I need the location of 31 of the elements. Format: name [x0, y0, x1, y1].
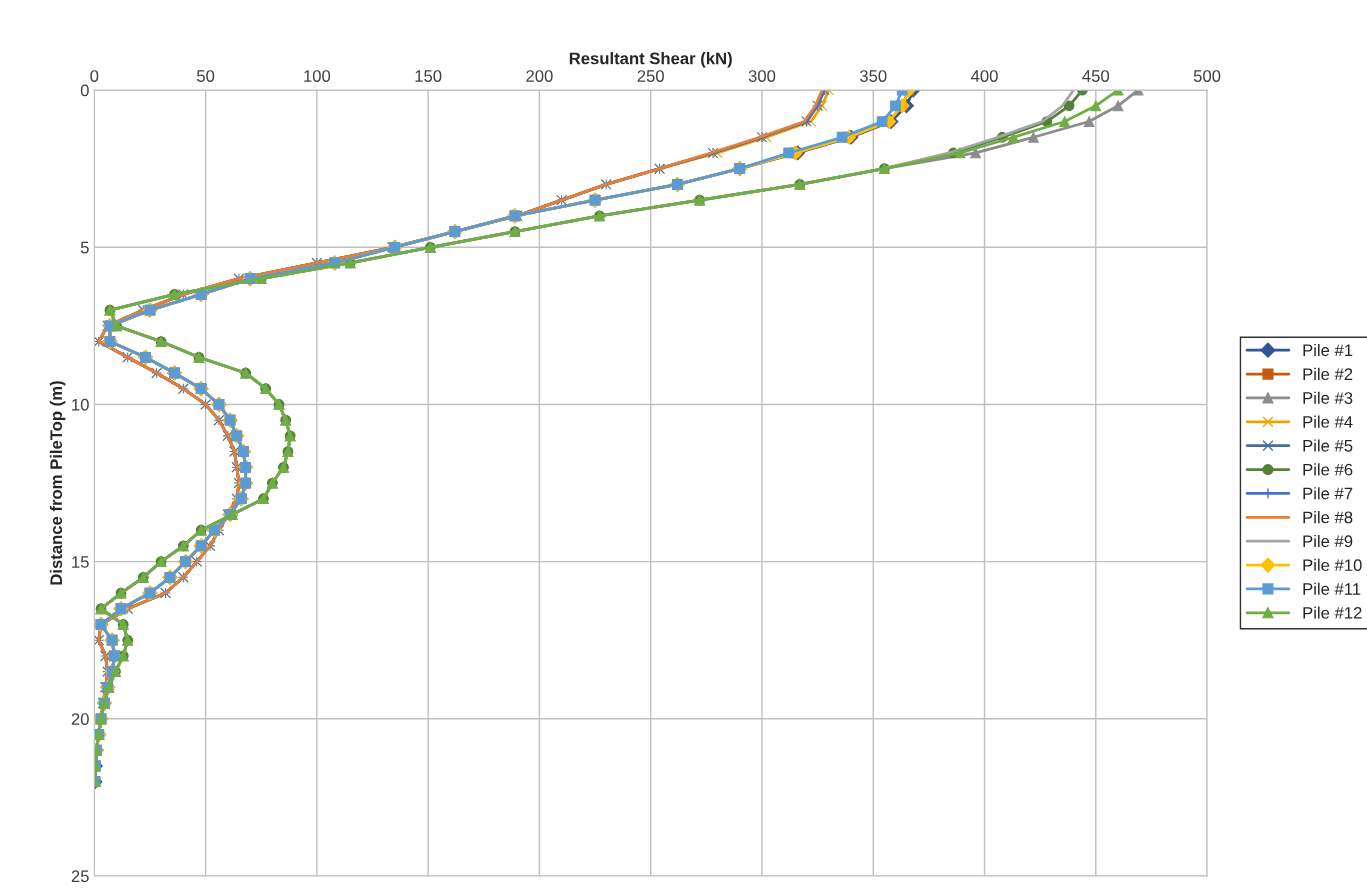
legend-label: Pile #11: [1303, 582, 1361, 595]
x-tick-label: 500: [1193, 70, 1221, 82]
legend-label: Pile #12: [1303, 606, 1362, 619]
legend-label: Pile #7: [1303, 487, 1353, 500]
legend-label: Pile #1: [1303, 343, 1353, 357]
y-tick-label: 15: [72, 556, 89, 568]
y-tick-label: 0: [80, 84, 89, 97]
legend-label: Pile #9: [1303, 534, 1353, 548]
legend-label: Pile #10: [1303, 558, 1362, 572]
y-tick-label: 5: [80, 241, 89, 254]
x-tick-label: 250: [637, 70, 664, 82]
x-tick-label: 150: [415, 70, 442, 82]
legend-label: Pile #4: [1303, 415, 1353, 428]
x-tick-label: 50: [197, 70, 215, 82]
legend-label: Pile #2: [1303, 367, 1353, 381]
y-axis-title: Distance from PileTop (m): [49, 381, 66, 585]
x-tick-label: 200: [526, 70, 553, 82]
x-tick-label: 450: [1082, 70, 1110, 82]
legend-label: Pile #8: [1303, 511, 1353, 524]
legend-label: Pile #6: [1303, 463, 1353, 476]
legend-label: Pile #5: [1303, 439, 1353, 452]
x-tick-label: 0: [90, 70, 99, 82]
x-tick-label: 100: [304, 70, 331, 82]
x-axis-title: Resultant Shear (kN): [569, 52, 732, 68]
y-tick-label: 20: [71, 713, 89, 725]
y-tick-label: 10: [72, 398, 89, 411]
legend-label: Pile #3: [1303, 391, 1353, 404]
y-tick-label: 25: [71, 870, 89, 883]
x-tick-label: 350: [859, 70, 887, 82]
x-tick-label: 400: [970, 70, 998, 82]
x-tick-label: 300: [748, 70, 776, 82]
